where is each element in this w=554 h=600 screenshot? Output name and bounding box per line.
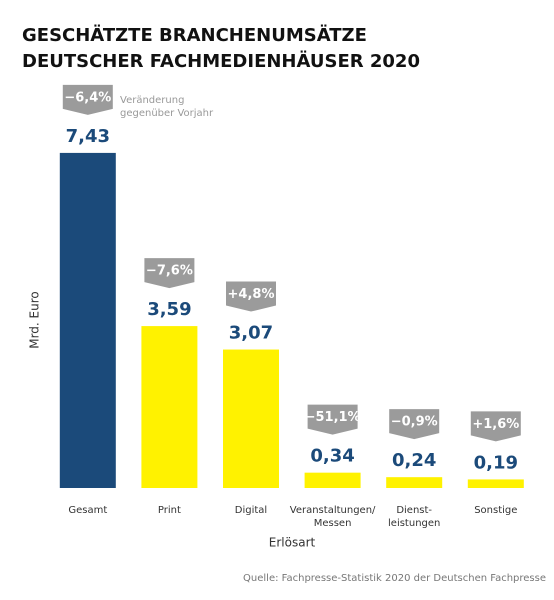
x-tick-label: Sonstige	[474, 505, 517, 516]
change-badge	[144, 258, 195, 289]
change-label: +1,6%	[472, 417, 519, 432]
change-badge	[62, 84, 113, 115]
change-label: −51,1%	[305, 410, 361, 425]
change-label: −6,4%	[64, 90, 111, 105]
change-label: +4,8%	[228, 287, 275, 302]
value-label: 0,24	[392, 450, 436, 471]
value-label: 3,59	[147, 299, 191, 320]
change-note: Veränderung gegenüber Vorjahr	[120, 95, 214, 119]
bar	[141, 326, 198, 488]
x-tick-label: Veranstaltungen/Messen	[290, 505, 376, 529]
bar	[223, 349, 279, 488]
y-axis-label: Mrd. Euro	[28, 291, 42, 349]
value-label: 7,43	[66, 126, 110, 147]
change-label: −7,6%	[146, 264, 193, 279]
value-label: 0,19	[474, 452, 518, 473]
change-badge	[307, 404, 358, 435]
x-tick-label: Print	[158, 505, 181, 516]
x-tick-label: Digital	[235, 505, 267, 516]
change-badge	[470, 411, 521, 442]
bar	[304, 472, 361, 488]
bar	[467, 479, 524, 488]
change-badge	[389, 409, 440, 440]
bar	[59, 152, 116, 489]
x-axis-label: Erlösart	[269, 536, 316, 550]
chart-title: GESCHÄTZTE BRANCHENUMSÄTZE DEUTSCHER FACH…	[22, 24, 420, 72]
source: Quelle: Fachpresse-Statistik 2020 der De…	[243, 573, 546, 584]
change-label: −0,9%	[391, 415, 438, 430]
change-badge	[226, 281, 276, 312]
value-label: 0,34	[310, 446, 354, 467]
value-label: 3,07	[229, 323, 273, 344]
x-tick-label: Gesamt	[68, 505, 107, 516]
x-tick-label: Dienst-leistungen	[388, 505, 440, 529]
bar	[386, 477, 443, 488]
